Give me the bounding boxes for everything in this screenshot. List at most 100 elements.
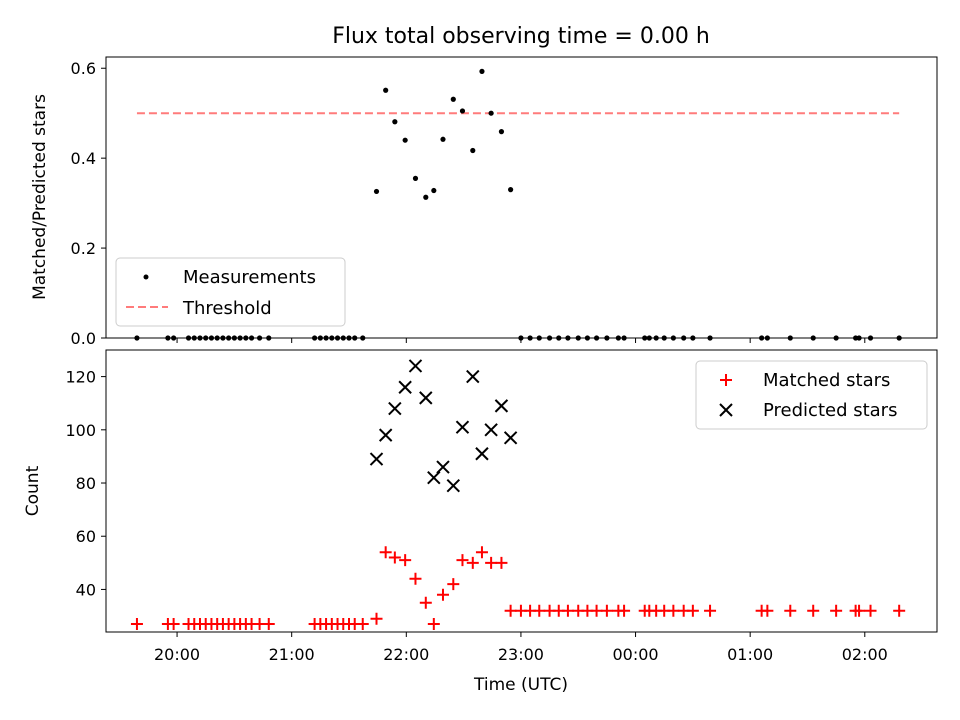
measurement-point	[373, 188, 380, 195]
matched-star-point	[686, 604, 699, 617]
measurement-point	[383, 87, 389, 93]
predicted-star-point	[436, 460, 450, 474]
top-y-tick-label: 0.6	[71, 59, 96, 78]
top-legend-box	[115, 257, 346, 327]
matched-star-point	[504, 604, 517, 617]
predicted-star-point	[455, 420, 470, 434]
matched-star-point	[495, 556, 508, 569]
matched-star-point	[370, 612, 383, 625]
bottom-y-tick-label: 120	[65, 368, 96, 387]
matched-star-point	[167, 618, 180, 631]
predicted-star-point	[408, 359, 423, 373]
predicted-star-point	[378, 428, 393, 442]
measurement-point	[423, 194, 429, 200]
measurement-point	[402, 137, 408, 143]
measurement-point	[470, 147, 476, 154]
top-panel: 0.0 0.2 0.4 0.6	[71, 59, 902, 348]
bottom-panel: 40 60 80 100 120 20:00 21:00 22:00 23:00 00:00 01:…	[65, 359, 906, 664]
x-tick-label: 22:00	[383, 645, 429, 664]
measurement-point	[450, 96, 456, 102]
matched-star-point	[456, 554, 469, 567]
matched-star-point	[130, 618, 143, 631]
x-tick-label: 01:00	[727, 645, 773, 664]
matched-star-point	[784, 604, 797, 617]
predicted-star-point	[475, 447, 489, 461]
bottom-y-axis-label: Count	[23, 465, 43, 516]
matched-star-point	[427, 618, 440, 631]
bottom-y-tick-label: 80	[76, 474, 96, 493]
matched-star-point	[419, 596, 432, 609]
legend-measurements-marker	[143, 274, 149, 280]
x-tick-label: 02:00	[842, 645, 888, 664]
matched-star-point	[533, 604, 546, 617]
matched-star-point	[893, 604, 906, 617]
matched-star-point	[466, 556, 479, 569]
legend-matched-marker	[720, 374, 732, 386]
bottom-y-tick-label: 40	[76, 580, 96, 599]
predicted-star-point	[419, 391, 433, 405]
x-tick-label: 23:00	[498, 645, 544, 664]
top-y-tick-label: 0.2	[71, 239, 96, 258]
measurement-point	[440, 136, 446, 142]
bottom-axes-frame	[105, 349, 938, 633]
matched-star-point	[618, 604, 631, 617]
matched-star-point	[262, 618, 275, 631]
measurement-point	[431, 187, 437, 194]
matched-star-point	[356, 618, 369, 631]
matched-star-point	[485, 556, 498, 569]
predicted-star-point	[494, 399, 509, 413]
top-axes-frame	[105, 56, 938, 339]
matched-star-point	[830, 604, 843, 617]
measurement-point	[488, 110, 494, 116]
bottom-y-tick-label: 100	[65, 421, 96, 440]
measurement-point	[479, 68, 485, 74]
x-axis-label: Time (UTC)	[473, 675, 568, 695]
predicted-star-point	[398, 380, 412, 394]
x-tick-label: 21:00	[269, 645, 315, 664]
matched-star-point	[388, 551, 401, 564]
legend-measurements-label: Measurements	[183, 267, 316, 288]
matched-star-point	[409, 572, 422, 585]
matched-star-point	[807, 604, 820, 617]
bottom-legend-box	[695, 360, 928, 430]
matched-star-point	[667, 604, 680, 617]
predicted-star-point	[427, 470, 441, 485]
legend-threshold-label: Threshold	[182, 298, 272, 319]
bottom-y-tick-label: 60	[76, 527, 96, 546]
matched-star-point	[590, 604, 603, 617]
top-legend: Measurements Threshold	[115, 257, 346, 327]
measurement-point	[412, 175, 419, 181]
top-y-tick-label: 0.4	[71, 149, 96, 168]
predicted-star-point	[369, 452, 384, 466]
predicted-star-point	[466, 369, 480, 384]
predicted-star-point	[446, 478, 461, 493]
matched-star-point	[399, 554, 412, 567]
bottom-legend: Matched stars Predicted stars	[695, 360, 928, 430]
legend-predicted-label: Predicted stars	[763, 400, 897, 421]
measurement-point	[508, 187, 514, 193]
measurement-point	[392, 119, 398, 125]
matched-star-point	[761, 604, 774, 617]
chart-title: Flux total observing time = 0.00 h	[332, 24, 710, 49]
top-y-tick-label: 0.0	[71, 329, 96, 348]
predicted-star-point	[388, 401, 402, 416]
matched-star-point	[704, 604, 717, 617]
matched-star-point	[561, 604, 574, 617]
matched-star-point	[864, 604, 877, 617]
measurement-point	[498, 129, 505, 135]
predicted-star-point	[484, 423, 498, 437]
measurement-point	[459, 108, 466, 114]
top-y-axis-label: Matched/Predicted stars	[30, 94, 50, 300]
legend-matched-label: Matched stars	[763, 370, 890, 391]
matched-star-point	[447, 578, 460, 591]
x-tick-label: 00:00	[612, 645, 658, 664]
matched-star-point	[600, 604, 613, 617]
matched-star-point	[436, 588, 449, 601]
matched-star-point	[475, 546, 488, 559]
matched-star-point	[853, 604, 866, 617]
matched-star-point	[379, 546, 392, 559]
predicted-star-point	[503, 431, 518, 445]
legend-predicted-marker	[719, 403, 733, 417]
